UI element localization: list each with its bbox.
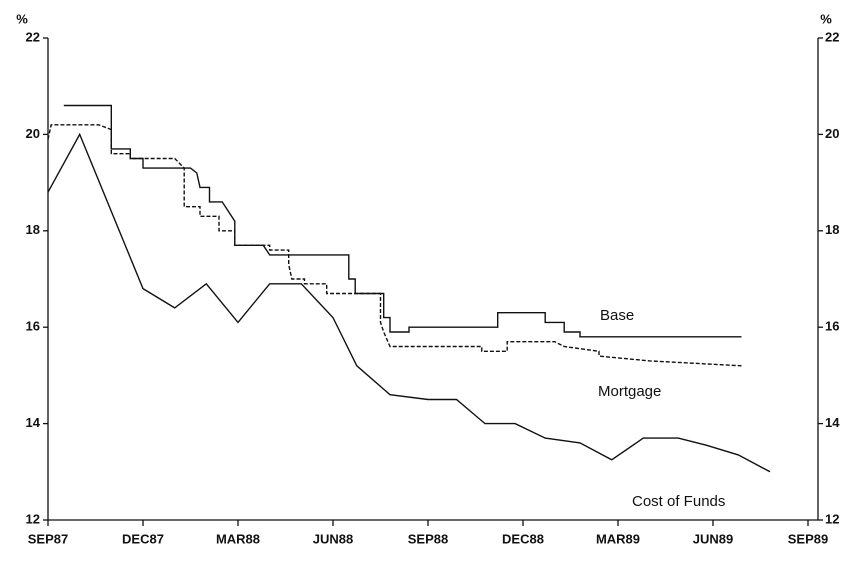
- series-label: Mortgage: [598, 383, 661, 400]
- x-tick-label: MAR88: [216, 531, 260, 546]
- series-label: Base: [600, 307, 634, 324]
- x-tick-label: DEC87: [122, 531, 164, 546]
- y2-tick-label: 14: [825, 415, 840, 430]
- x-tick-label: DEC88: [502, 531, 544, 546]
- y2-axis-label: %: [820, 11, 832, 26]
- y-tick-label: 22: [26, 29, 40, 44]
- y-tick-label: 20: [26, 126, 40, 141]
- x-tick-label: SEP89: [788, 531, 828, 546]
- y-axis-label: %: [16, 11, 28, 26]
- y2-tick-label: 22: [825, 29, 839, 44]
- y-tick-label: 16: [26, 319, 40, 334]
- y2-tick-label: 12: [825, 511, 839, 526]
- x-tick-label: SEP88: [408, 531, 448, 546]
- y-tick-label: 18: [26, 222, 40, 237]
- series-label: Cost of Funds: [632, 493, 725, 510]
- x-tick-label: SEP87: [28, 531, 68, 546]
- y2-tick-label: 18: [825, 222, 839, 237]
- x-tick-label: MAR89: [596, 531, 640, 546]
- y2-tick-label: 16: [825, 319, 839, 334]
- x-tick-label: JUN89: [693, 531, 733, 546]
- series-line: [47, 124, 742, 367]
- series-line: [63, 104, 742, 338]
- y-tick-label: 12: [26, 511, 40, 526]
- x-tick-label: JUN88: [313, 531, 353, 546]
- y-tick-label: 14: [26, 415, 41, 430]
- series-line: [47, 132, 771, 473]
- y2-tick-label: 20: [825, 126, 839, 141]
